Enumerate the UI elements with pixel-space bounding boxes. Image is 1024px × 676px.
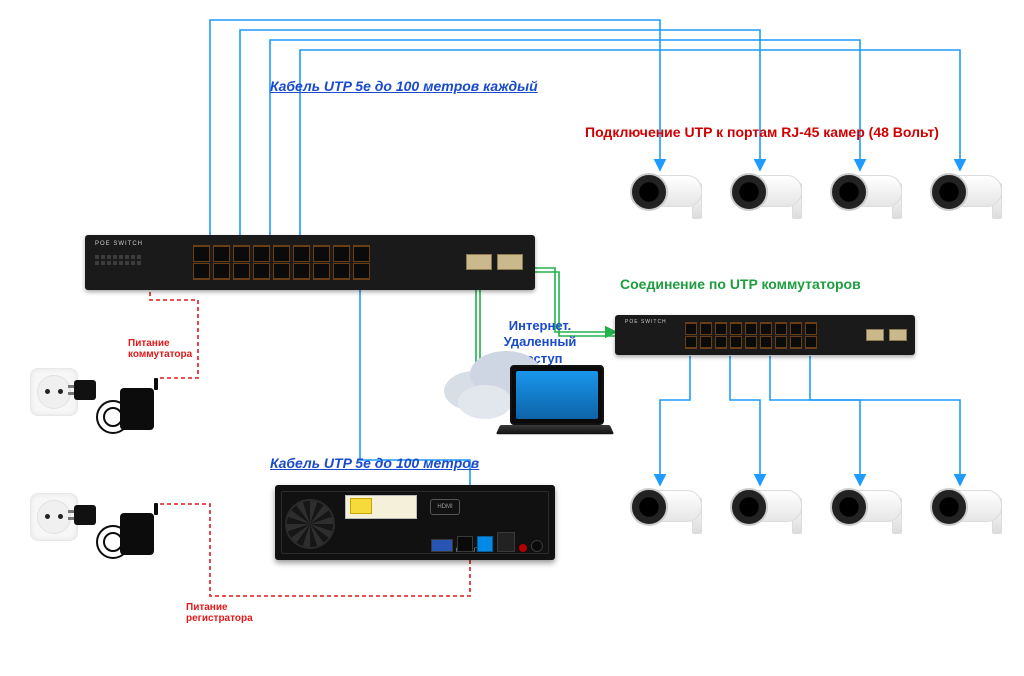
psu-nvr	[30, 485, 180, 555]
ip-camera-icon	[720, 175, 800, 220]
nvr-recorder: HDMI VGAHD-OUT	[275, 485, 555, 560]
label-inter-switch: Соединение по UTP коммутаторов	[620, 276, 861, 292]
ip-camera-icon	[920, 490, 1000, 535]
switch1-ports-bottom	[193, 263, 370, 280]
poe-switch-secondary: POE SWITCH	[615, 315, 915, 355]
nvr-dc-in	[531, 540, 543, 552]
diagram-canvas: Кабель UTP 5e до 100 метров каждый Подкл…	[0, 0, 1024, 676]
label-psu-switch: Питание коммутатора	[128, 338, 198, 360]
ac-plug-icon	[74, 505, 96, 525]
ip-camera-icon	[620, 490, 700, 535]
ip-camera-icon	[820, 490, 900, 535]
nvr-usb-ports	[497, 532, 515, 552]
nvr-hdout-port	[457, 536, 473, 552]
psu-switch	[30, 360, 180, 430]
dc-connector-icon	[154, 378, 158, 390]
label-rj45-48v: Подключение UTP к портам RJ-45 камер (48…	[585, 124, 939, 140]
ip-camera-icon	[620, 175, 700, 220]
switch-led-grid	[95, 255, 141, 265]
label-utp-each: Кабель UTP 5e до 100 метров каждый	[270, 78, 538, 94]
nvr-ports	[431, 532, 543, 552]
power-brick-icon	[120, 388, 154, 430]
label-utp-100: Кабель UTP 5e до 100 метров	[270, 455, 479, 471]
dc-connector-icon	[154, 503, 158, 515]
label-psu-nvr: Питание регистратора	[186, 602, 266, 624]
switch2-sfp	[866, 329, 907, 341]
ac-plug-icon	[74, 380, 96, 400]
switch-brand-label: POE SWITCH	[95, 241, 143, 247]
switch1-sfp	[466, 254, 523, 270]
switch2-brand-label: POE SWITCH	[625, 319, 667, 325]
power-brick-icon	[120, 513, 154, 555]
ip-camera-icon	[820, 175, 900, 220]
switch2-ports-top	[685, 322, 817, 335]
nvr-caution-sticker	[345, 495, 417, 519]
switch1-ports-top	[193, 245, 370, 262]
poe-switch-main: POE SWITCH	[85, 235, 535, 290]
nvr-vga-port	[431, 539, 453, 552]
nvr-lan-port	[477, 536, 493, 552]
laptop-icon	[500, 365, 610, 439]
ip-camera-icon	[920, 175, 1000, 220]
ip-camera-icon	[720, 490, 800, 535]
nvr-hdmi-port: HDMI	[430, 499, 460, 515]
nvr-fan-icon	[285, 499, 335, 549]
switch2-ports-bottom	[685, 336, 817, 349]
nvr-audio-jack	[519, 544, 527, 552]
